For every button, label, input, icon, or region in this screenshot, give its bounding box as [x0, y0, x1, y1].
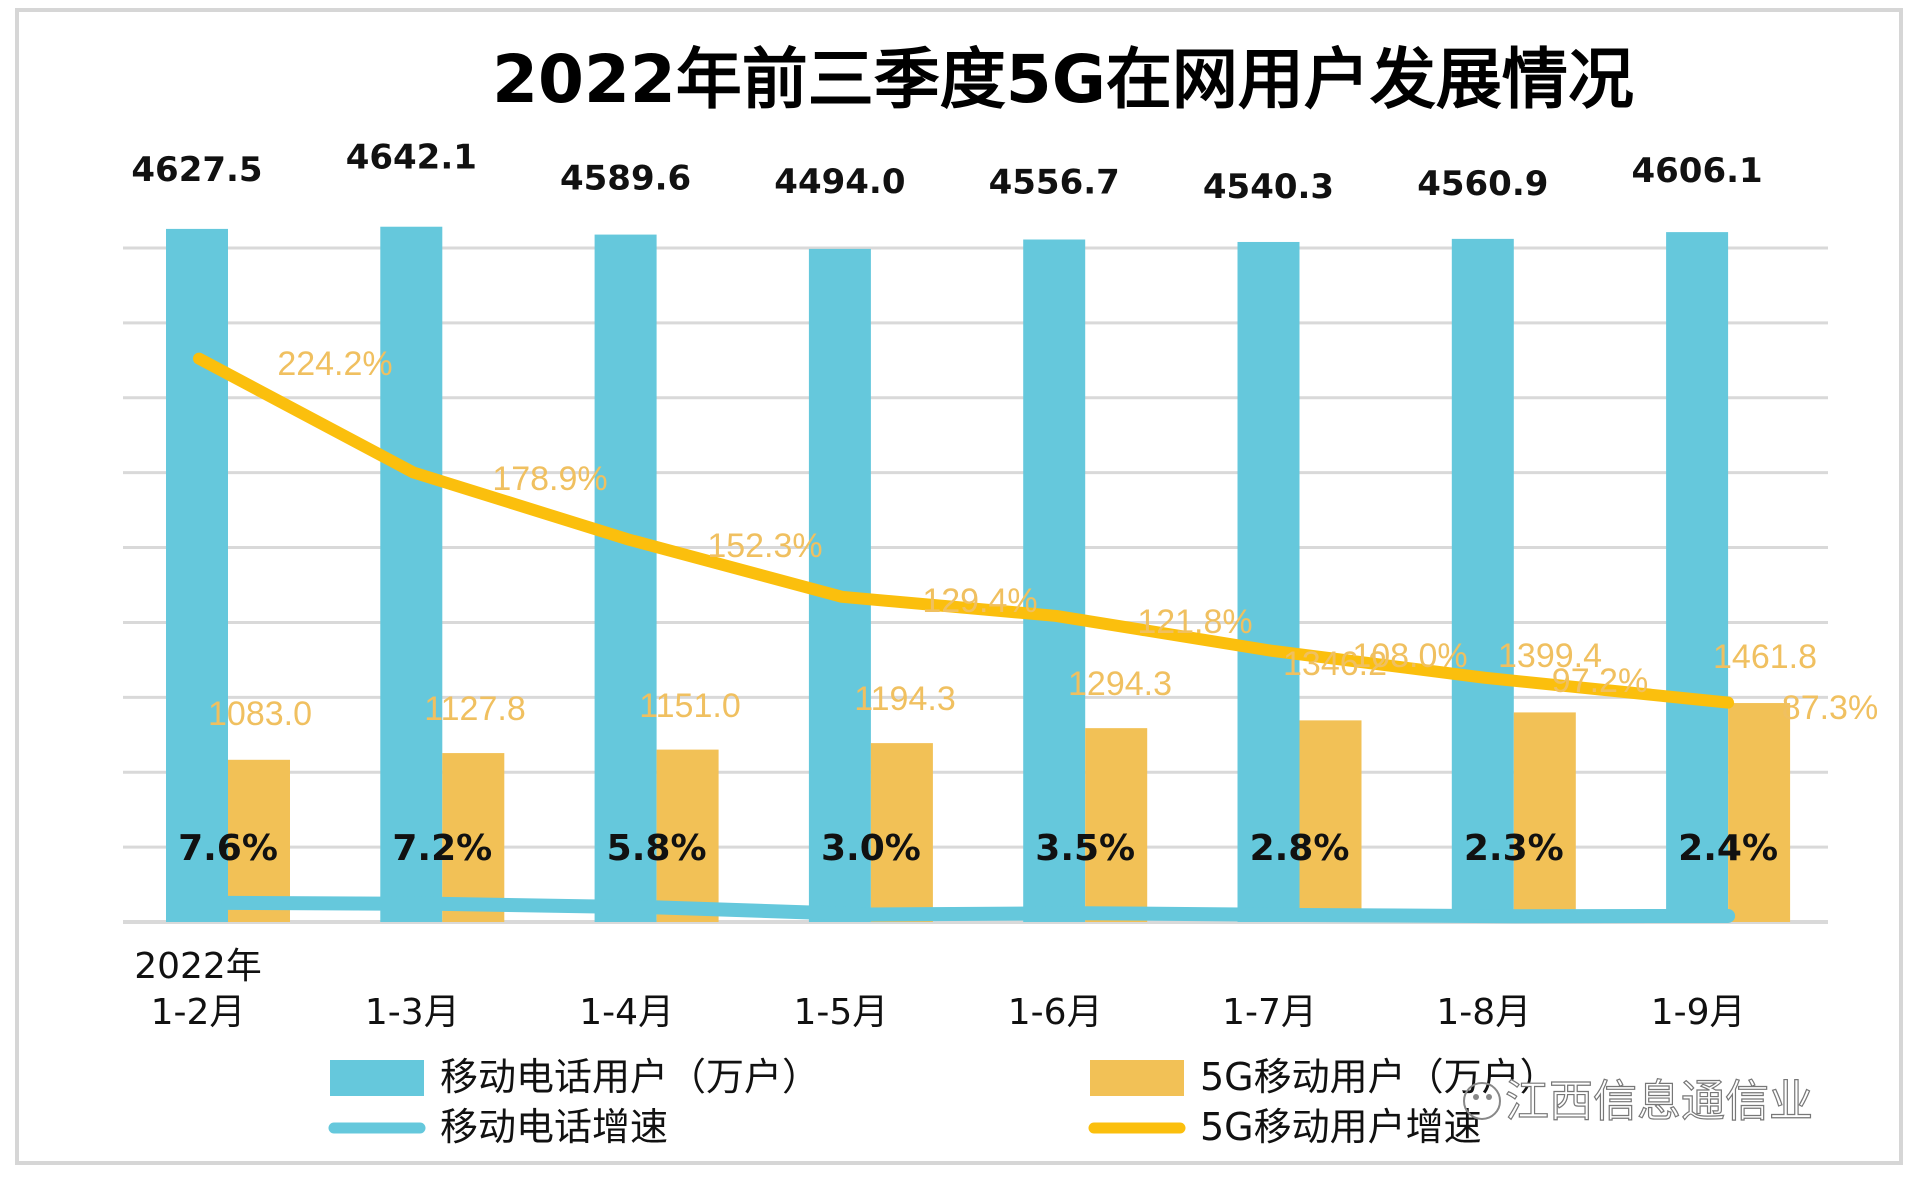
label-mobile-growth: 2.8% — [1250, 828, 1350, 869]
bars — [166, 226, 1791, 923]
label-mobile-growth: 3.0% — [821, 828, 921, 869]
label-mobile-users: 4642.1 — [346, 138, 477, 178]
label-5g-growth: 97.2% — [1552, 662, 1648, 700]
chart-title: 2022年前三季度5G在网用户发展情况 — [492, 41, 1634, 118]
label-mobile-users: 4540.3 — [1203, 167, 1334, 207]
data-labels: 4627.5 7.6% 4642.1 7.2% 4589.6 5.8% 4494.0 3.0%… — [131, 138, 1878, 869]
label-mobile-users: 4627.5 — [131, 150, 262, 190]
watermark-icon — [1463, 1082, 1501, 1120]
bar-5g-users — [1085, 728, 1148, 922]
label-5g-users: 1294.3 — [1068, 665, 1172, 703]
legend-marker-box — [330, 1060, 424, 1096]
label-mobile-users: 4556.7 — [989, 163, 1120, 203]
label-5g-growth: 224.2% — [277, 345, 392, 383]
label-5g-growth: 87.3% — [1782, 689, 1878, 727]
label-5g-users: 1346.2 — [1283, 645, 1387, 683]
bar-mobile-users — [380, 226, 443, 923]
label-mobile-users: 4589.6 — [560, 159, 691, 199]
bar-5g-users — [442, 753, 505, 922]
x-tick-label: 1-4月 — [579, 992, 674, 1033]
label-mobile-growth: 2.4% — [1678, 828, 1778, 869]
label-mobile-users: 4494.0 — [774, 162, 905, 202]
bar-5g-users — [1513, 712, 1576, 922]
x-tick-label: 1-8月 — [1436, 992, 1531, 1033]
label-5g-users: 1194.3 — [854, 680, 955, 718]
x-axis-ticks: 2022年 1-2月 1-3月 1-4月 1-5月 1-6月 1-7月 1-8月 1-9月 — [134, 946, 1745, 1033]
bar-mobile-users — [1237, 241, 1300, 922]
label-5g-users: 1127.8 — [424, 690, 525, 728]
label-mobile-growth: 3.5% — [1035, 828, 1135, 869]
label-5g-growth: 178.9% — [492, 460, 607, 498]
bar-5g-users — [1299, 720, 1362, 922]
label-5g-users: 1399.4 — [1498, 637, 1602, 675]
x-tick-label: 1-7月 — [1222, 992, 1317, 1033]
x-tick-label: 1-6月 — [1008, 992, 1103, 1033]
legend-marker-box — [1090, 1060, 1184, 1096]
chart-frame — [15, 8, 1903, 1165]
x-tick-label: 1-2月 — [151, 992, 246, 1033]
x-tick-label: 1-9月 — [1651, 992, 1746, 1033]
label-mobile-growth: 5.8% — [607, 828, 707, 869]
label-mobile-users: 4606.1 — [1631, 151, 1762, 191]
bar-5g-users — [1728, 703, 1791, 922]
bar-mobile-users — [594, 234, 657, 923]
bar-5g-users — [228, 759, 290, 922]
lines — [193, 352, 1736, 924]
x-tick-label: 1-5月 — [793, 992, 888, 1033]
x-tick-label: 2022年 — [134, 946, 262, 987]
watermark: 江西信息通信业 — [1505, 1076, 1813, 1127]
label-5g-users: 1461.8 — [1713, 638, 1817, 676]
label-5g-growth: 121.8% — [1137, 603, 1252, 641]
bar-mobile-users — [1666, 232, 1729, 922]
bar-mobile-users — [1023, 239, 1086, 923]
bar-mobile-users — [166, 228, 228, 923]
x-tick-label: 1-3月 — [365, 992, 460, 1033]
legend-label: 移动电话增速 — [440, 1105, 668, 1149]
label-5g-users: 1151.0 — [639, 687, 740, 725]
label-5g-growth: 152.3% — [707, 527, 822, 565]
line-5g-growth — [193, 352, 1735, 709]
label-5g-growth: 108.0% — [1352, 637, 1467, 675]
legend-label: 5G移动用户（万户） — [1200, 1055, 1558, 1099]
label-mobile-growth: 7.6% — [178, 828, 278, 869]
label-mobile-users: 4560.9 — [1417, 164, 1548, 204]
line-mobile-growth — [221, 895, 1736, 924]
label-5g-users: 1083.0 — [208, 695, 312, 733]
label-mobile-growth: 2.3% — [1464, 828, 1564, 869]
label-mobile-growth: 7.2% — [392, 828, 492, 869]
legend: 移动电话用户（万户） 5G移动用户（万户） 移动电话增速 5G移动用户增速 — [328, 1055, 1558, 1149]
label-5g-growth: 129.4% — [922, 582, 1037, 620]
legend-label: 5G移动用户增速 — [1200, 1105, 1482, 1149]
bar-5g-users — [870, 743, 933, 922]
legend-label: 移动电话用户（万户） — [440, 1055, 820, 1099]
bar-mobile-users — [1451, 238, 1514, 922]
bar-5g-users — [656, 749, 719, 922]
